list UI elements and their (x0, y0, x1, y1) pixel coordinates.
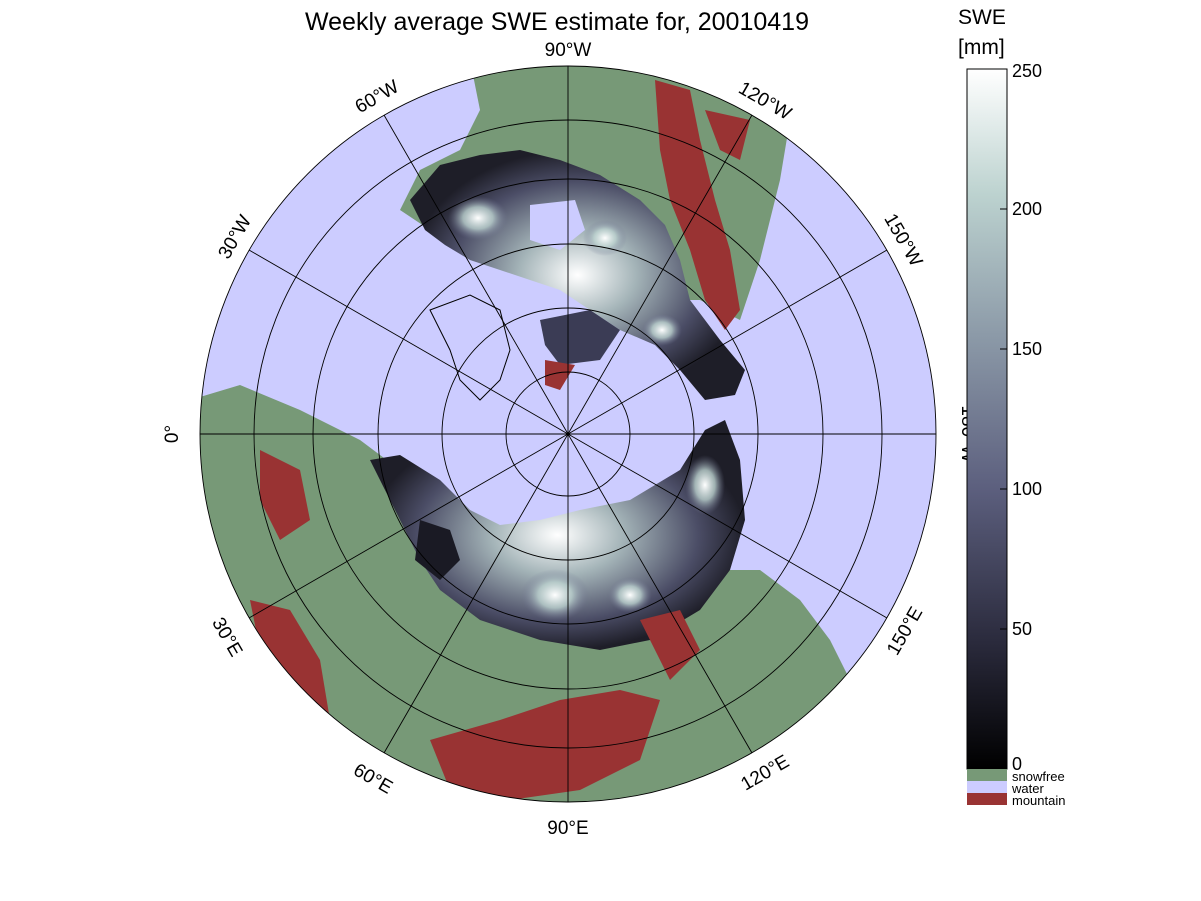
legend: snowfree water mountain (967, 769, 1065, 808)
lon-label-120e: 120°E (737, 751, 793, 795)
colorbar: SWE [mm] 0 50 100 150 200 250 (958, 6, 1042, 774)
colorbar-gradient (966, 68, 1008, 770)
greenland (429, 294, 511, 401)
hudson-bay (530, 200, 585, 250)
snow-peak (608, 577, 652, 613)
colorbar-tick-label: 100 (1012, 479, 1042, 499)
na-mountains (705, 110, 750, 160)
lon-label-90w: 90°W (545, 40, 592, 61)
meridian (248, 249, 888, 619)
legend-swatch-snowfree (967, 769, 1007, 781)
snow-peak (448, 196, 508, 240)
eurasia-mountains (260, 450, 310, 540)
colorbar-tick-label: 200 (1012, 199, 1042, 219)
lon-label-30e: 30°E (207, 614, 246, 660)
graticule (199, 65, 937, 803)
legend-label-snowfree: snowfree (1012, 769, 1065, 784)
snow-peak (685, 455, 725, 515)
legend-swatch-water (967, 781, 1007, 793)
legend-swatch-mountain (967, 793, 1007, 805)
arctic-islands (540, 310, 620, 365)
na-mountains (655, 80, 740, 330)
snow-peak (583, 220, 627, 256)
lon-label-90e: 90°E (547, 818, 588, 839)
arctic-islands-mountain (545, 360, 575, 390)
eurasia-mountains (640, 610, 700, 680)
colorbar-tick-label: 150 (1012, 339, 1042, 359)
colorbar-label-line1: SWE (958, 6, 1006, 29)
map-title: Weekly average SWE estimate for, 2001041… (305, 8, 809, 36)
snow-peak (521, 569, 589, 621)
lon-label-60e: 60°E (350, 760, 396, 799)
scandinavia-shadow (415, 520, 460, 580)
legend-label-mountain: mountain (1012, 793, 1065, 808)
lon-label-0: 0° (162, 425, 183, 443)
legend-label-water: water (1011, 781, 1044, 796)
colorbar-tick-label: 50 (1012, 619, 1032, 639)
polar-map (200, 66, 936, 802)
colorbar-label-line2: [mm] (958, 36, 1005, 59)
colorbar-tick-label: 0 (1012, 754, 1022, 774)
snow-peak (642, 314, 682, 346)
eurasia-mountains (430, 690, 660, 800)
colorbar-tick-label: 250 (1012, 61, 1042, 81)
